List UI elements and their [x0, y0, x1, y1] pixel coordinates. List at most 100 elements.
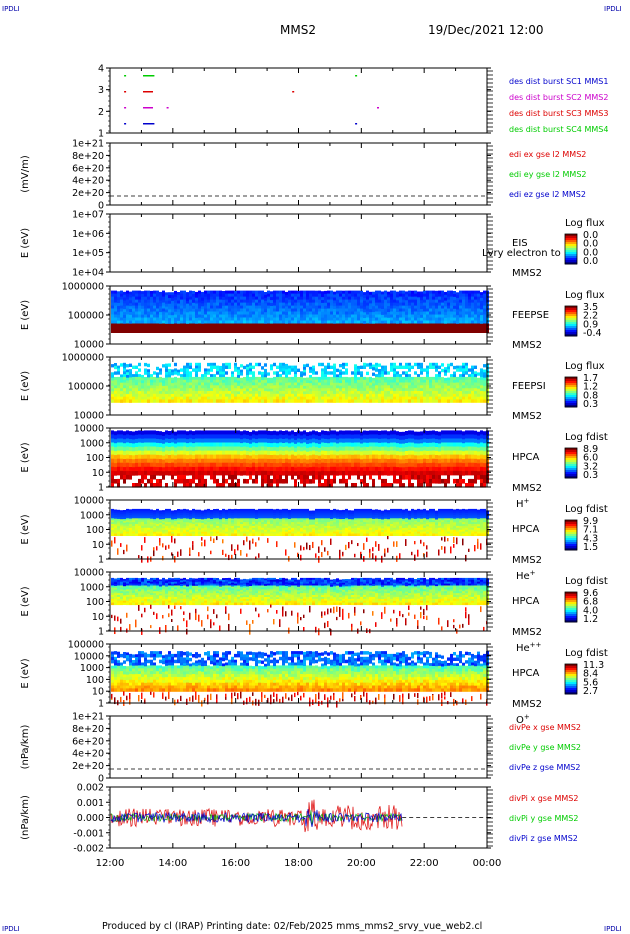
spectrogram-cell — [456, 329, 459, 333]
spectrogram-cell — [387, 385, 390, 389]
spectrogram-cell — [339, 372, 342, 376]
spectrogram-cell — [336, 443, 339, 448]
spectrogram-cell — [342, 470, 345, 476]
spectrogram-cell — [120, 323, 123, 328]
spectrogram-cell — [459, 308, 462, 313]
spectrogram-cell — [354, 320, 357, 325]
spectrogram-cell — [156, 372, 159, 376]
spectrogram-cell — [195, 320, 198, 325]
spectrogram-cell — [330, 438, 333, 444]
spectrogram-cell — [174, 311, 177, 316]
spectrogram-cell — [147, 293, 150, 298]
spectrogram-cell — [255, 317, 258, 322]
spectrogram-cell — [453, 391, 456, 395]
spectrogram-cell — [324, 323, 327, 328]
spectrogram-cell — [336, 451, 339, 456]
spectrogram-cell — [135, 308, 138, 313]
spectrogram-cell — [393, 379, 396, 384]
spectrogram-cell — [261, 374, 264, 378]
spectrogram-cell — [171, 369, 174, 373]
spectrogram-cell — [309, 391, 312, 395]
spectrogram-cell — [369, 391, 372, 395]
spectrogram-cell — [204, 478, 207, 484]
spectrogram-cell — [168, 371, 171, 376]
spectrogram-cell — [444, 291, 447, 296]
spectrogram-cell — [330, 329, 333, 333]
spectrogram-cell — [450, 391, 453, 395]
spectrogram-cell — [207, 317, 210, 322]
spectrogram-cell — [405, 320, 408, 325]
spectrogram-cell — [183, 483, 186, 488]
spectrogram-cell — [282, 451, 285, 456]
spectrogram-cell — [225, 458, 228, 464]
spectrogram-cell — [282, 296, 285, 301]
spectrogram-cell — [354, 317, 357, 322]
spectrogram-cell — [291, 329, 294, 333]
spectrogram-cell — [285, 388, 288, 392]
spectrogram-cell — [204, 458, 207, 464]
spectrogram-cell — [189, 317, 192, 322]
spectrogram-cell — [402, 435, 405, 441]
spectrogram-cell — [141, 438, 144, 444]
spectrogram-cell — [408, 374, 411, 378]
spectrogram-cell — [429, 305, 432, 310]
spectrogram-cell — [354, 377, 357, 382]
spectrogram-cell — [396, 439, 399, 444]
spectrogram-cell — [147, 377, 150, 381]
spectrogram-cell — [114, 308, 117, 313]
spectrogram-cell — [201, 374, 204, 378]
spectrogram-cell — [282, 382, 285, 386]
spectrogram-cell — [258, 470, 261, 476]
spectrogram-cell — [165, 462, 168, 468]
spectrogram-cell — [378, 446, 381, 452]
spectrogram-cell — [213, 374, 216, 378]
spectrogram-cell — [129, 363, 132, 367]
spectrogram-cell — [318, 299, 321, 304]
spectrogram-cell — [282, 308, 285, 313]
spectrogram-cell — [228, 379, 231, 384]
spectrogram-cell — [138, 379, 141, 384]
spectrogram-cell — [237, 314, 240, 319]
spectrogram-cell — [465, 302, 468, 307]
spectrogram-cell — [450, 362, 453, 367]
spectrogram-cell — [447, 329, 450, 333]
spectrogram-cell — [330, 296, 333, 301]
spectrogram-cell — [390, 326, 393, 330]
spectrogram-cell — [171, 446, 174, 452]
spectrogram-cell — [399, 443, 402, 449]
spectrogram-cell — [333, 458, 336, 464]
spectrogram-cell — [162, 391, 165, 395]
spectrogram-cell — [372, 454, 375, 460]
spectrogram-cell — [141, 323, 144, 328]
spectrogram-cell — [444, 309, 447, 313]
spectrogram-cell — [240, 380, 243, 384]
spectrogram-cell — [294, 296, 297, 301]
spectrogram-cell — [483, 299, 486, 304]
spectrogram-cell — [252, 430, 255, 435]
spectrogram-cell — [342, 396, 345, 400]
spectrogram-cell — [300, 443, 303, 448]
spectrogram-cell — [135, 382, 138, 386]
spectrogram-cell — [471, 320, 474, 325]
spectrogram-cell — [411, 458, 414, 464]
spectrogram-cell — [225, 385, 228, 389]
spectrogram-cell — [327, 451, 330, 456]
spectrogram-cell — [378, 296, 381, 301]
spectrogram-cell — [420, 300, 423, 304]
spectrogram-cell — [186, 431, 189, 436]
spectrogram-cell — [189, 385, 192, 389]
spectrogram-cell — [330, 305, 333, 310]
spectrogram-cell — [288, 311, 291, 316]
spectrogram-cell — [402, 365, 405, 369]
spectrogram-cell — [261, 377, 264, 381]
spectrogram-cell — [405, 309, 408, 313]
spectrogram-cell — [204, 305, 207, 310]
spectrogram-cell — [255, 385, 258, 389]
spectrogram-cell — [312, 393, 315, 398]
spectrogram-cell — [321, 450, 324, 456]
spectrogram-cell — [483, 396, 486, 401]
spectrogram-cell — [129, 447, 132, 452]
spectrogram-cell — [150, 438, 153, 444]
spectrogram-cell — [282, 388, 285, 392]
spectrogram-cell — [180, 368, 183, 372]
